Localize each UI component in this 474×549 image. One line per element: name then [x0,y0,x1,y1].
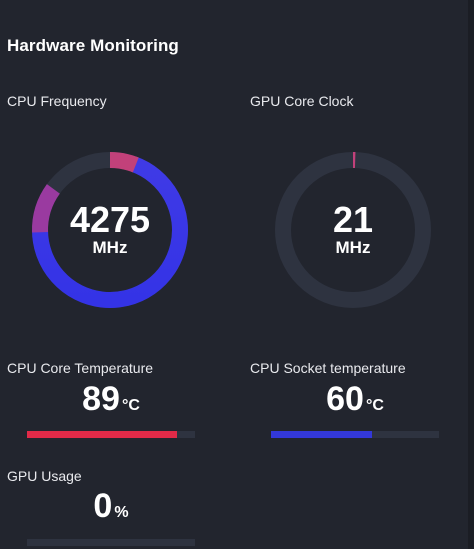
cpu-frequency-value: 4275 [69,199,151,240]
gpu-core-clock-ring [275,152,431,308]
cpu-frequency-unit: MHz [92,238,128,257]
cpu-socket-temperature-value: 60 [326,380,364,418]
gpu-core-clock-unit: MHz [335,238,371,257]
cpu-frequency-arc-end [32,184,61,233]
cpu-core-temperature-label: CPU Core Temperature [7,360,154,376]
gpu-usage-bar [27,539,195,546]
cpu-socket-temperature-reading: 60 °C [271,380,439,419]
gpu-usage-unit: % [114,504,129,521]
page-title: Hardware Monitoring [7,36,179,55]
cpu-frequency-arc-start [109,152,139,173]
cpu-core-temperature-unit: °C [121,397,140,414]
gpu-usage-value: 0 [93,487,113,525]
gpu-core-clock-value: 21 [332,199,374,240]
cpu-core-temperature-value: 89 [82,380,120,418]
cpu-frequency-label: CPU Frequency [7,93,107,109]
cpu-core-temperature-reading: 89 °C [27,380,195,419]
cpu-core-temperature-bar-fill [27,431,177,438]
gpu-usage-reading: 0% [27,487,195,526]
cpu-socket-temperature-label: CPU Socket temperature [250,360,406,376]
panel-edge [468,0,474,549]
gpu-core-clock-label: GPU Core Clock [250,93,354,109]
cpu-socket-temperature-bar-fill [271,431,372,438]
gpu-usage-label: GPU Usage [7,468,82,484]
cpu-frequency-gauge: 4275 MHz [30,150,190,310]
cpu-frequency-ring [32,152,188,308]
cpu-socket-temperature-unit: °C [365,397,384,414]
cpu-core-temperature-bar [27,431,195,438]
cpu-frequency-arc [32,156,188,308]
cpu-socket-temperature-bar [271,431,439,438]
gpu-core-clock-gauge: 21 MHz [273,150,433,310]
